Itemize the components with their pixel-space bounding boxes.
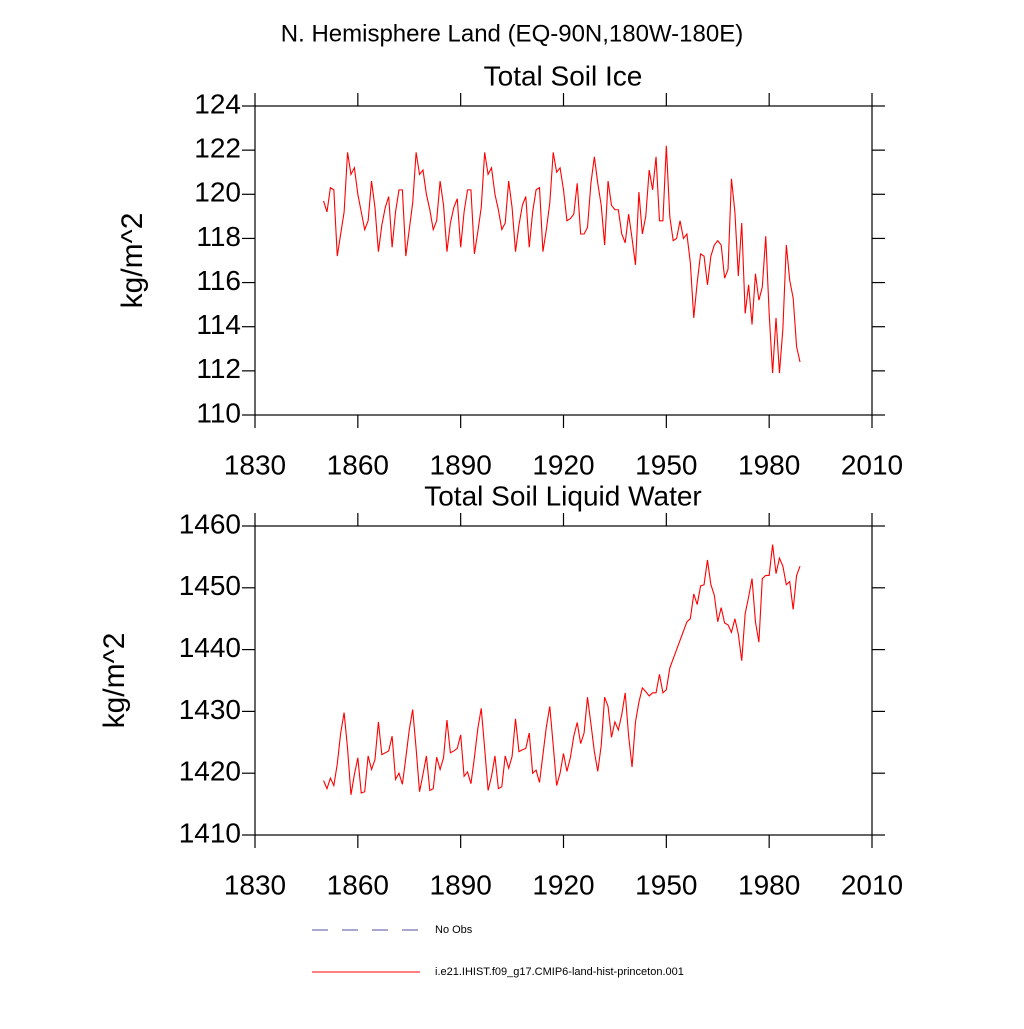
y-axis-label: kg/m^2 bbox=[116, 213, 149, 309]
x-tick-label: 1950 bbox=[635, 449, 697, 480]
y-tick-label: 1450 bbox=[179, 570, 241, 601]
suptitle: N. Hemisphere Land (EQ-90N,180W-180E) bbox=[281, 20, 743, 47]
y-tick-label: 114 bbox=[196, 309, 241, 340]
y-tick-label: 124 bbox=[194, 88, 241, 119]
panel-title: Total Soil Liquid Water bbox=[424, 480, 702, 511]
y-tick-label: 1440 bbox=[179, 632, 241, 663]
data-line bbox=[323, 145, 801, 374]
y-tick-label: 116 bbox=[196, 265, 241, 296]
panel-title: Total Soil Ice bbox=[484, 60, 643, 91]
y-tick-label: 112 bbox=[196, 353, 241, 384]
y-tick-label: 1430 bbox=[179, 694, 241, 725]
legend-label: i.e21.IHIST.f09_g17.CMIP6-land-hist-prin… bbox=[435, 966, 684, 978]
x-tick-label: 1860 bbox=[327, 869, 389, 900]
y-tick-label: 1410 bbox=[179, 817, 241, 848]
y-axis-label: kg/m^2 bbox=[98, 633, 131, 729]
y-tick-label: 1460 bbox=[179, 508, 241, 539]
y-tick-label: 122 bbox=[194, 133, 241, 164]
legend-label: No Obs bbox=[435, 924, 473, 936]
x-tick-label: 1890 bbox=[430, 869, 492, 900]
x-tick-label: 1980 bbox=[738, 869, 800, 900]
x-tick-label: 1830 bbox=[224, 449, 286, 480]
x-tick-label: 1920 bbox=[532, 869, 594, 900]
data-line bbox=[323, 544, 801, 795]
x-tick-label: 2010 bbox=[841, 449, 903, 480]
x-tick-label: 1830 bbox=[224, 869, 286, 900]
x-tick-label: 1920 bbox=[532, 449, 594, 480]
plot-frame bbox=[254, 525, 873, 836]
y-tick-label: 118 bbox=[196, 221, 241, 252]
x-tick-label: 1860 bbox=[327, 449, 389, 480]
x-tick-label: 1950 bbox=[635, 869, 697, 900]
y-tick-label: 120 bbox=[194, 177, 241, 208]
y-tick-label: 1420 bbox=[179, 756, 241, 787]
x-tick-label: 1980 bbox=[738, 449, 800, 480]
x-tick-label: 2010 bbox=[841, 869, 903, 900]
y-tick-label: 110 bbox=[196, 397, 241, 428]
x-tick-label: 1890 bbox=[430, 449, 492, 480]
